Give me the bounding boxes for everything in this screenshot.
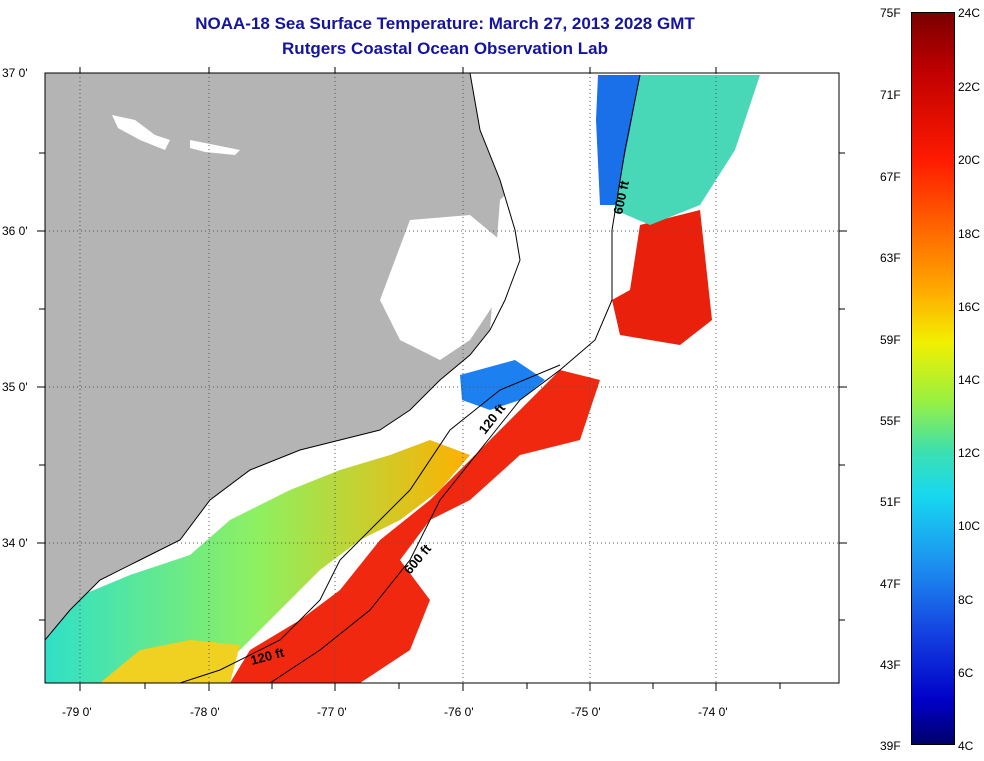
cbar-c-4: 4C — [958, 739, 974, 753]
contour-600ft — [269, 74, 641, 683]
cbar-f-51: 51F — [880, 495, 901, 509]
lon-label-75: -75 0' — [571, 705, 601, 719]
lon-label-79: -79 0' — [62, 705, 92, 719]
sst-cold-pamlico — [460, 360, 545, 410]
land-mass — [45, 73, 520, 640]
coastline — [45, 73, 521, 641]
lon-label-77: -77 0' — [317, 705, 347, 719]
sst-cold-shelf — [596, 75, 640, 205]
lon-label-76: -76 0' — [444, 705, 474, 719]
cbar-f-63: 63F — [880, 251, 901, 265]
cbar-f-59: 59F — [880, 333, 901, 347]
lat-label-34: 34 0' — [2, 536, 28, 550]
cbar-f-55: 55F — [880, 414, 901, 428]
lat-label-35: 35 0' — [2, 380, 28, 394]
map-frame — [44, 72, 840, 684]
cbar-c-22: 22C — [958, 80, 981, 94]
cbar-c-20: 20C — [958, 153, 981, 167]
sst-warm-offshore-north — [230, 370, 600, 683]
sst-coastal-band — [45, 440, 470, 683]
lat-label-37: 37 0' — [2, 66, 28, 80]
cbar-f-47: 47F — [880, 577, 901, 591]
cbar-f-39: 39F — [880, 739, 901, 753]
cbar-c-14: 14C — [958, 373, 981, 387]
cbar-f-71: 71F — [880, 88, 901, 102]
cbar-f-75: 75F — [880, 6, 901, 20]
river-1 — [112, 115, 170, 150]
contour-120ft — [179, 364, 561, 683]
lon-label-78: -78 0' — [190, 705, 220, 719]
cloud-mask — [490, 110, 600, 350]
map-subtitle: Rutgers Coastal Ocean Observation Lab — [282, 39, 608, 58]
pamlico-sound — [380, 215, 510, 360]
cbar-c-6: 6C — [958, 666, 974, 680]
sst-yellow-nearshore — [100, 640, 240, 683]
cbar-c-18: 18C — [958, 227, 981, 241]
graticule — [45, 73, 839, 683]
cbar-c-24: 24C — [958, 6, 981, 20]
cbar-f-43: 43F — [880, 658, 901, 672]
sst-warm-offshore — [612, 210, 712, 345]
lon-label-74: -74 0' — [698, 705, 728, 719]
cbar-c-10: 10C — [958, 519, 981, 533]
cbar-c-12: 12C — [958, 446, 981, 460]
sst-cool-gulfstream — [612, 75, 760, 225]
contour-label-600-north: 600 ft — [610, 179, 632, 216]
cbar-c-16: 16C — [958, 300, 981, 314]
river-2 — [190, 140, 240, 155]
axis-ticks — [37, 67, 847, 691]
map-title: NOAA-18 Sea Surface Temperature: March 2… — [195, 14, 695, 33]
cbar-f-67: 67F — [880, 170, 901, 184]
cbar-c-8: 8C — [958, 593, 974, 607]
temperature-colorbar — [911, 12, 955, 745]
lat-label-36: 36 0' — [2, 224, 28, 238]
